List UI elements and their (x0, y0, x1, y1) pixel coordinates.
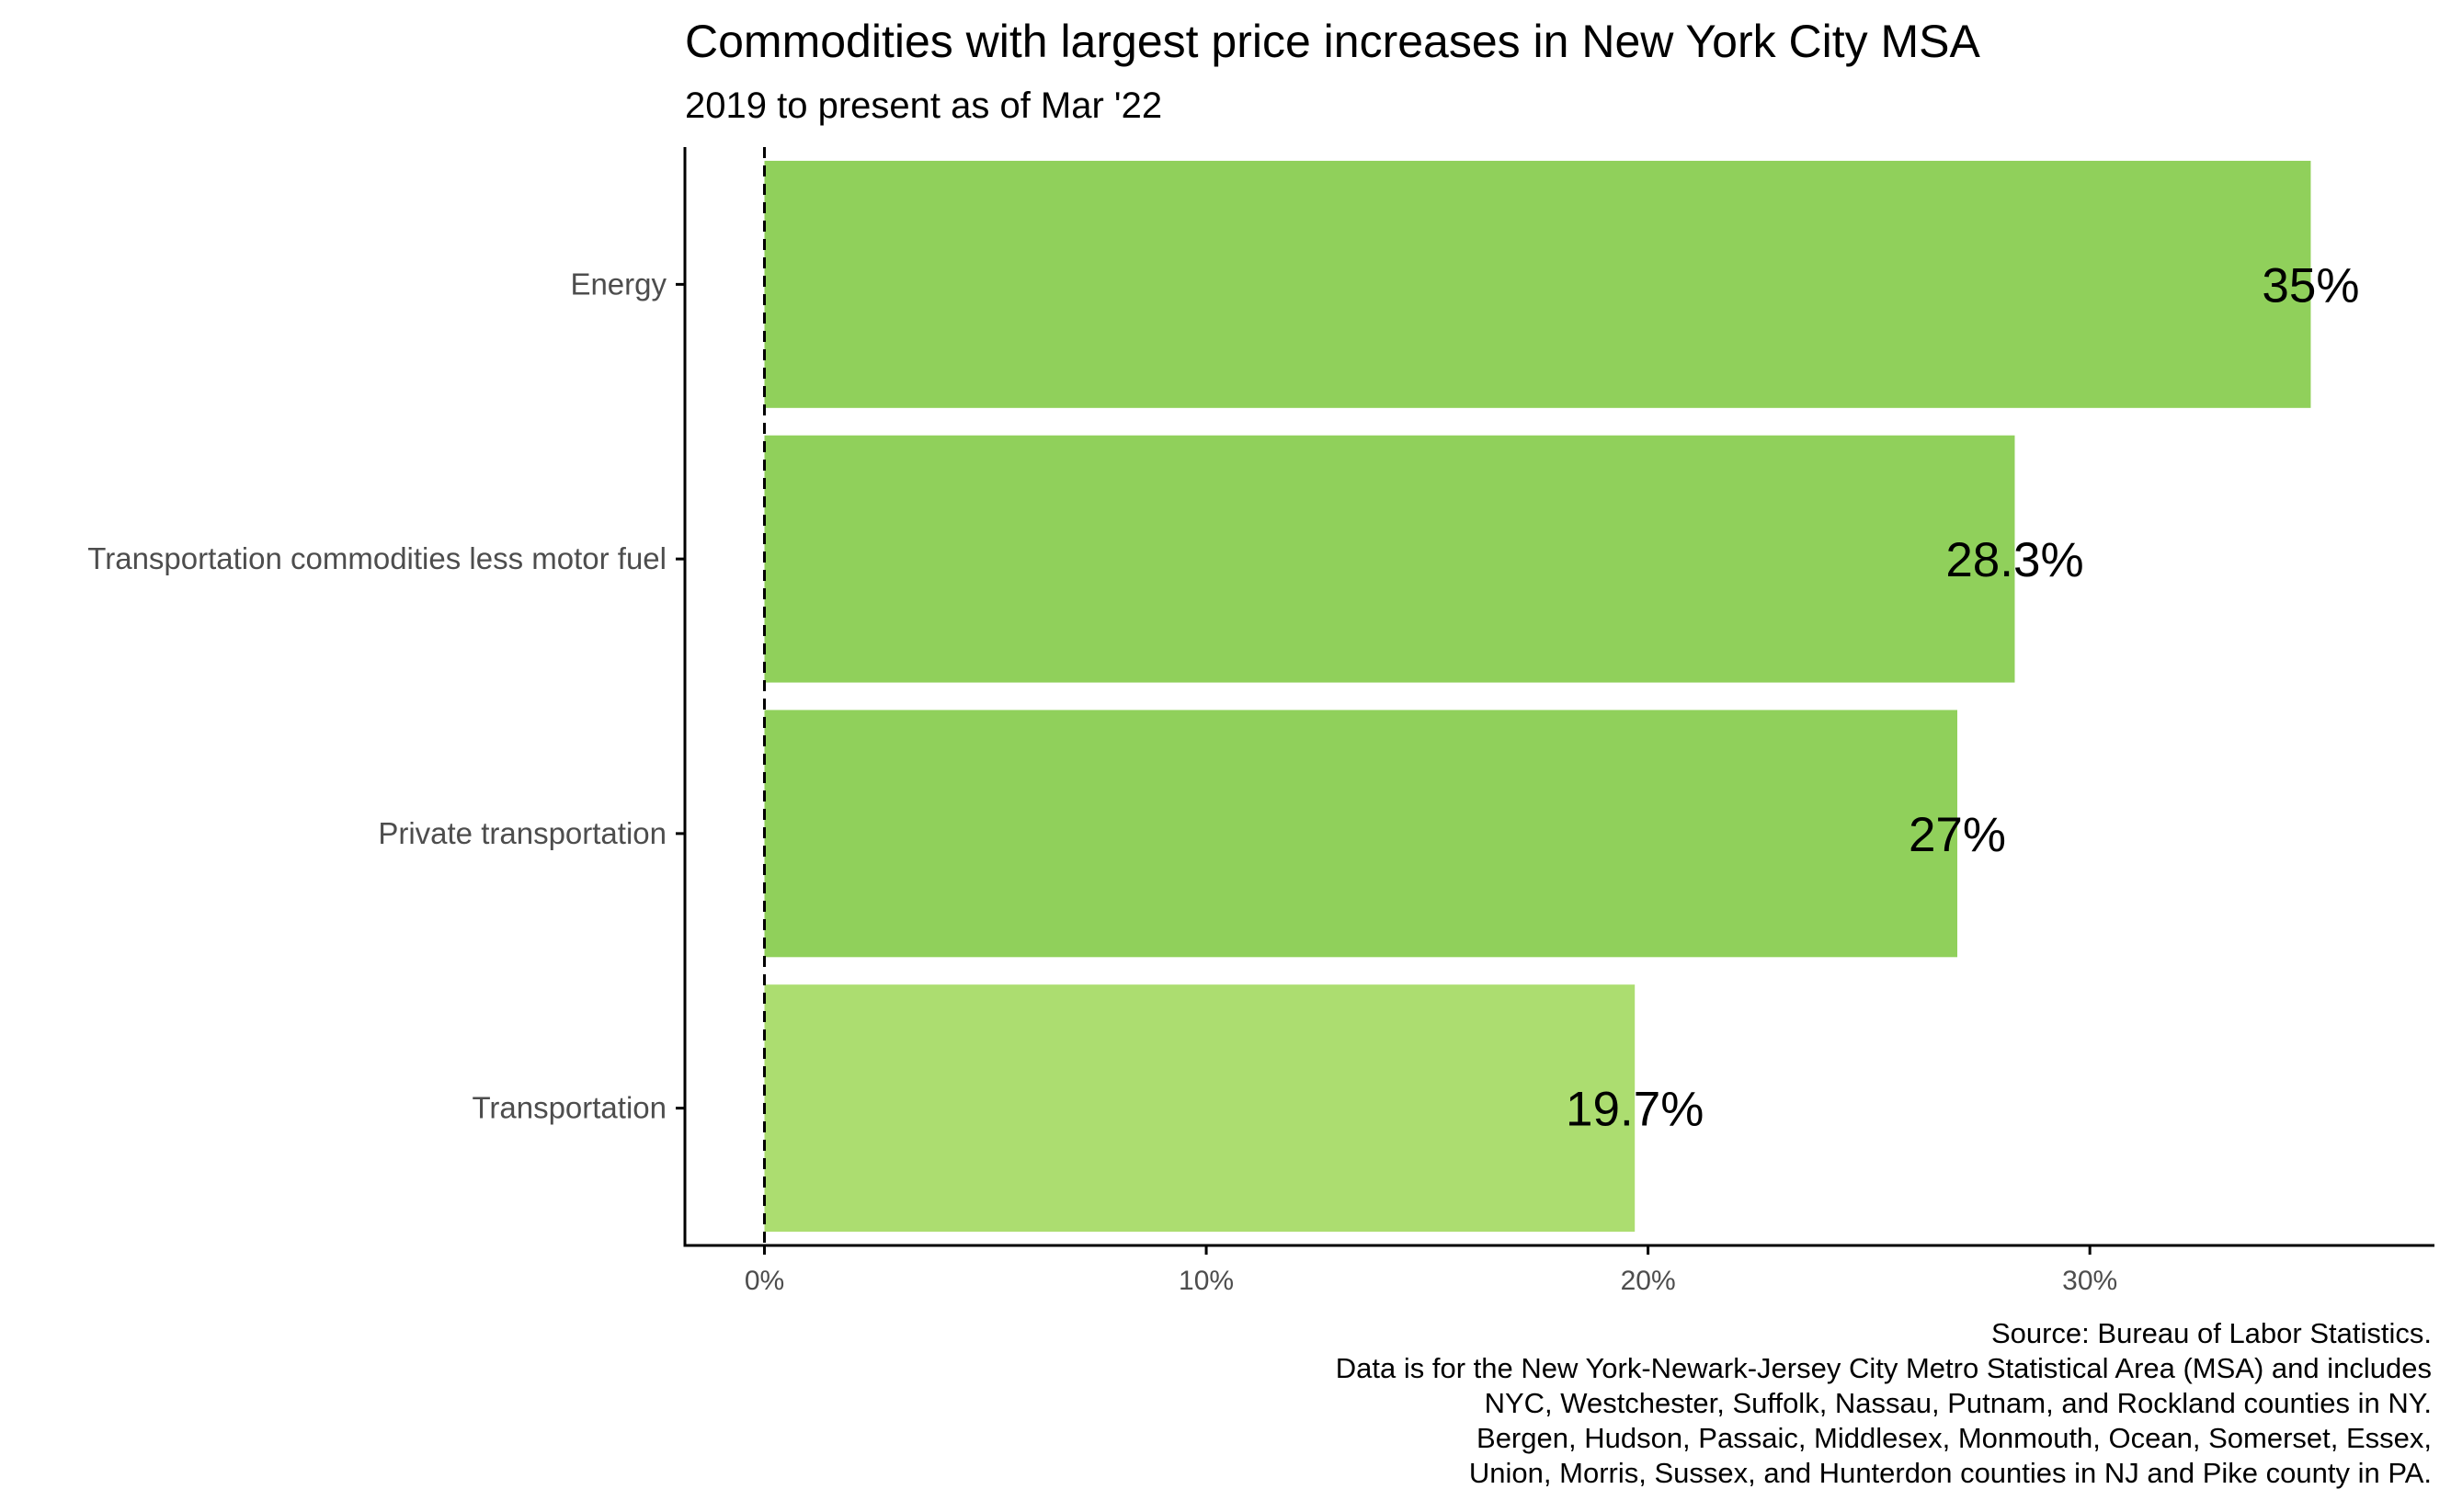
bar-3 (764, 710, 1957, 958)
y-tick-label-4: Transportation (472, 1091, 667, 1125)
source-caption-line-4: Bergen, Hudson, Passaic, Middlesex, Monm… (1476, 1422, 2432, 1454)
y-tick-label-3: Private transportation (378, 816, 667, 850)
data-label-2: 28.3% (1945, 533, 2083, 587)
source-caption-line-5: Union, Morris, Sussex, and Hunterdon cou… (1469, 1457, 2432, 1489)
bar-1 (764, 160, 2311, 408)
y-tick-label-1: Energy (570, 267, 667, 301)
source-caption-line-1: Source: Bureau of Labor Statistics. (1991, 1317, 2432, 1349)
data-label-4: 19.7% (1566, 1083, 1704, 1137)
bar-4 (764, 984, 1636, 1233)
labels-layer: Energy 35% Transportation commodities less… (87, 258, 2359, 1296)
x-tick-label-2: 10% (1179, 1266, 1234, 1296)
source-caption-line-3: NYC, Westchester, Suffolk, Nassau, Putna… (1485, 1387, 2432, 1419)
axes-layer (676, 147, 2434, 1255)
data-label-1: 35% (2262, 258, 2359, 313)
bar-2 (764, 435, 2015, 683)
y-tick-label-2: Transportation commodities less motor fu… (87, 541, 667, 575)
x-tick-label-3: 20% (1621, 1266, 1676, 1296)
x-tick-label-1: 0% (745, 1266, 784, 1296)
source-caption-line-2: Data is for the New York-Newark-Jersey C… (1336, 1352, 2432, 1384)
bars-layer (764, 160, 2311, 1233)
chart-subtitle: 2019 to present as of Mar '22 (685, 85, 1162, 126)
chart-title: Commodities with largest price increases… (685, 16, 1980, 67)
x-tick-label-4: 30% (2062, 1266, 2117, 1296)
data-label-3: 27% (1909, 808, 2006, 862)
